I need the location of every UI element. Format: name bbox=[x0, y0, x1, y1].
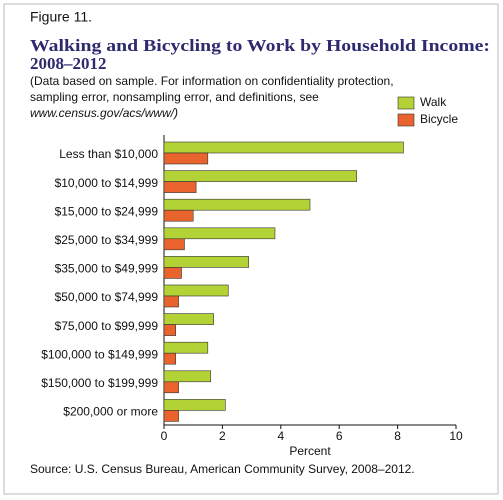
legend-label: Bicycle bbox=[420, 112, 458, 126]
bar bbox=[163, 381, 179, 394]
bar bbox=[163, 399, 226, 411]
legend-label: Walk bbox=[420, 95, 447, 109]
bar bbox=[163, 313, 214, 325]
bar bbox=[163, 295, 179, 308]
bar bbox=[163, 170, 358, 182]
x-axis-label: Percent bbox=[289, 444, 331, 458]
legend-swatch bbox=[397, 113, 415, 127]
y-tick-label: Less than $10,000 bbox=[59, 147, 158, 161]
y-tick-label: $200,000 or more bbox=[63, 405, 158, 419]
bar bbox=[163, 209, 194, 222]
y-tick-label: $10,000 to $14,999 bbox=[55, 176, 159, 190]
bar bbox=[163, 141, 404, 154]
bar bbox=[163, 256, 249, 268]
x-tick-label: 2 bbox=[219, 429, 226, 443]
bar bbox=[163, 284, 229, 297]
bar bbox=[163, 181, 197, 193]
note: (Data based on sample. For information o… bbox=[30, 74, 394, 88]
bar bbox=[163, 370, 212, 383]
note: www.census.gov/acs/www/) bbox=[30, 106, 178, 120]
x-tick-label: 0 bbox=[161, 429, 168, 443]
figure-label: Figure 11. bbox=[30, 9, 92, 25]
legend-swatch bbox=[397, 96, 415, 110]
x-tick-label: 8 bbox=[394, 429, 401, 443]
bar bbox=[163, 152, 209, 165]
frame bbox=[3, 3, 499, 495]
y-tick-label: $15,000 to $24,999 bbox=[55, 204, 159, 218]
bar bbox=[163, 198, 311, 211]
y-tick-label: $100,000 to $149,999 bbox=[41, 347, 158, 361]
bar bbox=[163, 341, 209, 354]
y-tick-label: $35,000 to $49,999 bbox=[55, 262, 159, 276]
chart-title: 2008–2012 bbox=[30, 54, 107, 73]
bar bbox=[163, 227, 276, 240]
bar bbox=[163, 238, 185, 251]
y-tick-label: $25,000 to $34,999 bbox=[55, 233, 159, 247]
chart-title: Walking and Bicycling to Work by Househo… bbox=[30, 36, 490, 55]
note: sampling error, nonsampling error, and d… bbox=[30, 90, 319, 104]
x-tick-label: 10 bbox=[449, 429, 463, 443]
x-tick-label: 4 bbox=[277, 429, 284, 443]
y-tick-label: $50,000 to $74,999 bbox=[55, 290, 159, 304]
x-tick-label: 6 bbox=[336, 429, 343, 443]
y-tick-label: $150,000 to $199,999 bbox=[41, 376, 158, 390]
bar bbox=[163, 267, 182, 279]
source: Source: U.S. Census Bureau, American Com… bbox=[30, 462, 415, 476]
bar bbox=[163, 324, 176, 336]
bar bbox=[163, 410, 179, 422]
bar bbox=[163, 352, 176, 365]
y-tick-label: $75,000 to $99,999 bbox=[55, 319, 159, 333]
